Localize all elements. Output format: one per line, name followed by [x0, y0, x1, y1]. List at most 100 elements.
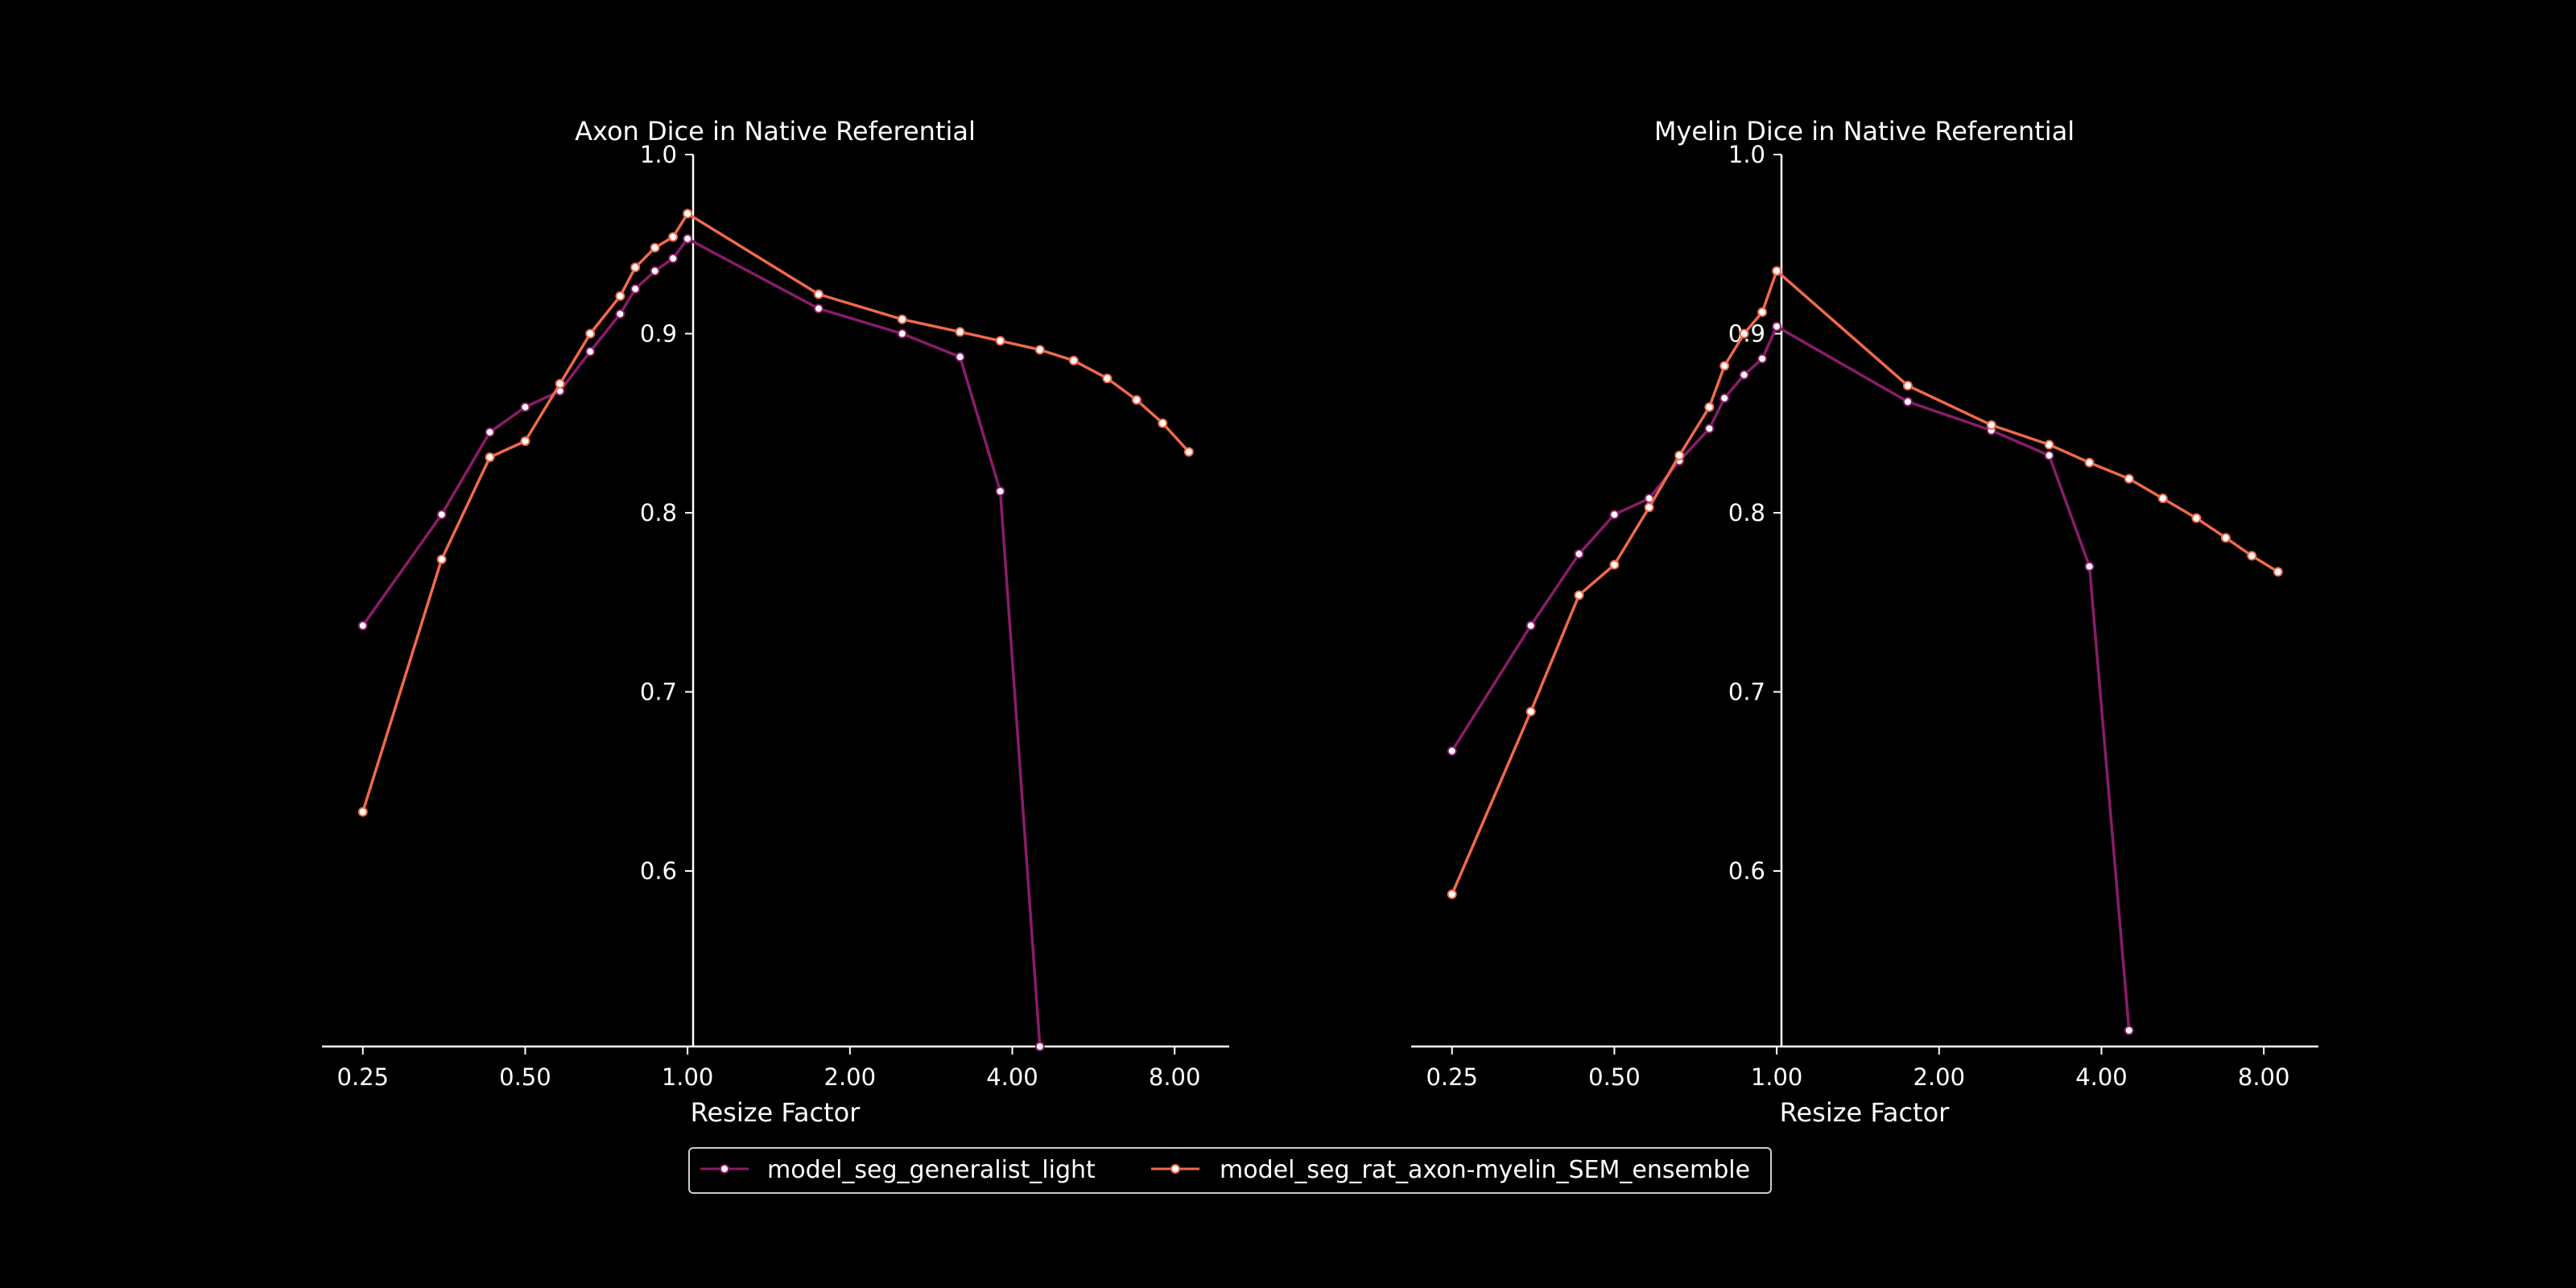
axon-ensemble-data-point	[1131, 394, 1141, 405]
myelin-dice-subplot: Myelin Dice in Native Referential Resize…	[1411, 116, 2318, 1128]
legend-ensemble-label: model_seg_rat_axon-myelin_SEM_ensemble	[1220, 1156, 1750, 1184]
myelin-generalist-data-point	[2044, 450, 2054, 460]
myelin-ensemble-data-point	[1704, 402, 1715, 412]
axon-y-tick-label: 0.8	[640, 499, 677, 526]
axon-generalist-data-point	[436, 510, 447, 520]
legend-generalist-label: model_seg_generalist_light	[767, 1156, 1096, 1184]
axon-ensemble-data-point	[1158, 418, 1168, 428]
axon-ensemble-data-point	[813, 289, 824, 299]
axon-y-tick-label: 0.9	[640, 320, 677, 347]
myelin-generalist-data-point	[1704, 423, 1715, 434]
axon-x-tick-label: 0.50	[499, 1063, 551, 1091]
myelin-generalist-data-point	[2084, 561, 2095, 572]
axon-generalist-data-point	[897, 328, 907, 339]
legend-frame	[688, 1147, 1772, 1194]
myelin-ensemble-data-point	[2124, 473, 2134, 484]
myelin-generalist-data-point	[1574, 549, 1584, 559]
axon-y-tick-label: 0.6	[640, 857, 677, 885]
myelin-ensemble-data-point	[2157, 493, 2168, 504]
axon-y-tick-label: 1.0	[640, 141, 677, 168]
axon-x-tick-label: 4.00	[986, 1063, 1038, 1091]
axon-generalist-data-point	[668, 254, 679, 264]
axon-x-tick-label: 0.25	[336, 1063, 389, 1091]
myelin-y-tick-label: 0.8	[1728, 499, 1765, 526]
myelin-x-axis-label: Resize Factor	[1780, 1097, 1951, 1128]
axon-ensemble-data-point	[485, 452, 495, 463]
myelin-plot-marks: 0.250.501.002.004.008.000.60.70.80.91.0	[1411, 141, 2318, 1091]
myelin-ensemble-data-point	[1574, 590, 1584, 601]
axon-ensemble-data-point	[668, 232, 679, 242]
legend-ensemble-swatch-marker	[1170, 1164, 1180, 1174]
myelin-generalist-series-line	[1451, 324, 2131, 1031]
axon-ensemble-data-point	[1034, 345, 1045, 355]
myelin-x-tick-label: 4.00	[2075, 1063, 2128, 1091]
axon-generalist-data-point	[585, 346, 596, 357]
axon-generalist-data-point	[520, 402, 530, 412]
myelin-ensemble-data-point	[1719, 361, 1730, 371]
myelin-y-tick-label: 1.0	[1728, 141, 1765, 168]
axon-generalist-data-point	[615, 309, 625, 320]
myelin-generalist-data-point	[1902, 397, 1913, 407]
myelin-ensemble-data-point	[2220, 533, 2231, 543]
axon-ensemble-data-point	[630, 262, 641, 273]
myelin-ensemble-data-point	[1739, 328, 1749, 339]
myelin-ensemble-data-point	[1757, 307, 1768, 317]
axon-ensemble-data-point	[955, 327, 965, 337]
myelin-generalist-data-point	[1772, 321, 1782, 332]
axon-ensemble-data-point	[1102, 374, 1113, 384]
myelin-x-tick-label: 1.00	[1751, 1063, 1803, 1091]
myelin-generalist-data-point	[1719, 393, 1730, 403]
myelin-x-tick-label: 2.00	[1913, 1063, 1966, 1091]
axon-generalist-data-point	[357, 621, 368, 631]
myelin-ensemble-data-point	[1447, 889, 1457, 899]
axon-ensemble-data-point	[520, 436, 530, 446]
axon-chart-title: Axon Dice in Native Referential	[575, 116, 976, 147]
axon-dice-subplot: Axon Dice in Native Referential Resize F…	[322, 116, 1229, 1128]
axon-y-tick-label: 0.7	[640, 678, 677, 705]
myelin-ensemble-data-point	[2191, 513, 2202, 523]
myelin-generalist-data-point	[1525, 621, 1536, 631]
myelin-y-tick-label: 0.7	[1728, 678, 1765, 705]
myelin-ensemble-data-point	[1644, 502, 1654, 513]
myelin-ensemble-data-point	[1772, 266, 1782, 276]
axon-x-axis-label: Resize Factor	[691, 1097, 861, 1128]
axon-generalist-data-point	[650, 266, 660, 276]
myelin-ensemble-data-point	[1902, 381, 1913, 391]
axon-ensemble-data-point	[585, 328, 596, 339]
myelin-ensemble-data-point	[2247, 551, 2257, 561]
myelin-generalist-data-point	[1739, 369, 1749, 380]
legend: model_seg_generalist_light model_seg_rat…	[688, 1147, 1772, 1194]
axon-generalist-data-point	[630, 283, 641, 294]
axon-x-tick-label: 1.00	[662, 1063, 714, 1091]
axon-generalist-data-point	[955, 352, 965, 362]
myelin-ensemble-data-point	[1986, 419, 1996, 430]
legend-generalist-swatch-marker	[720, 1164, 729, 1174]
myelin-ensemble-data-point	[2273, 567, 2283, 577]
axon-ensemble-data-point	[897, 314, 907, 324]
myelin-generalist-data-point	[1447, 745, 1457, 756]
myelin-ensemble-data-point	[1609, 559, 1620, 570]
axon-generalist-series-line	[361, 237, 1042, 1047]
axon-x-tick-label: 8.00	[1149, 1063, 1201, 1091]
axon-ensemble-data-point	[615, 291, 625, 301]
axon-x-tick-label: 2.00	[824, 1063, 877, 1091]
axon-ensemble-data-point	[683, 208, 693, 219]
myelin-chart-title: Myelin Dice in Native Referential	[1654, 116, 2074, 147]
axon-generalist-data-point	[683, 233, 693, 244]
axon-ensemble-data-point	[555, 378, 565, 389]
myelin-ensemble-data-point	[2084, 457, 2095, 468]
myelin-generalist-data-point	[2124, 1025, 2134, 1035]
axon-generalist-data-point	[485, 427, 495, 437]
axon-ensemble-data-point	[995, 336, 1005, 346]
axon-plot-marks: 0.25 0.50 1.00 2.00 4.00 8.00 0.6 0.7 0.8 0.9 1.0	[322, 141, 1229, 1091]
myelin-x-tick-label: 8.00	[2238, 1063, 2290, 1091]
myelin-ensemble-data-point	[1525, 706, 1536, 716]
myelin-generalist-data-point	[1609, 510, 1620, 520]
axon-ensemble-data-point	[1183, 447, 1194, 457]
axon-ensemble-data-point	[650, 242, 660, 253]
axon-ensemble-data-point	[1068, 355, 1079, 365]
axon-ensemble-data-point	[436, 554, 447, 564]
myelin-x-tick-label: 0.50	[1588, 1063, 1641, 1091]
